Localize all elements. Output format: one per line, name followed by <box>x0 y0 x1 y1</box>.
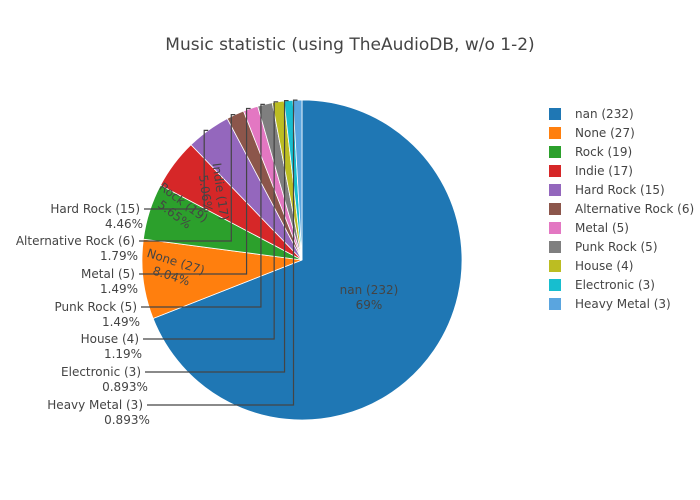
legend: nan (232) None (27) Rock (19) Indie (17) Har… <box>549 107 694 311</box>
pie-slices <box>141 99 463 421</box>
legend-swatch <box>549 203 561 215</box>
slice-leader-line-metal <box>139 107 251 275</box>
legend-label: Rock (19) <box>575 145 632 159</box>
slice-label-house: House (4) <box>81 332 139 346</box>
legend-label: Heavy Metal (3) <box>575 297 671 311</box>
slice-percent-heavy-metal: 0.893% <box>104 413 150 427</box>
chart-title: Music statistic (using TheAudioDB, w/o 1… <box>165 35 534 55</box>
slice-percent-hard-rock: 4.46% <box>105 217 143 231</box>
slice-percent-metal: 1.49% <box>100 282 138 296</box>
legend-item-indie[interactable]: Indie (17) <box>549 164 633 178</box>
slice-label-hard-rock: Hard Rock (15) <box>50 202 140 216</box>
legend-item-none[interactable]: None (27) <box>549 126 635 140</box>
slice-label-heavy-metal: Heavy Metal (3) <box>47 398 143 412</box>
legend-item-punk-rock[interactable]: Punk Rock (5) <box>549 240 658 254</box>
legend-swatch <box>549 241 561 253</box>
legend-item-rock[interactable]: Rock (19) <box>549 145 632 159</box>
slice-leader-line-electronic <box>145 99 289 373</box>
slice-leader-line-punk-rock <box>141 103 265 308</box>
slice-percent-nan: 69% <box>356 298 383 312</box>
legend-label: House (4) <box>575 259 633 273</box>
slice-label-metal: Metal (5) <box>81 267 135 281</box>
slice-label-alternative-rock: Alternative Rock (6) <box>16 234 135 248</box>
slice-label-punk-rock: Punk Rock (5) <box>55 300 138 314</box>
legend-swatch <box>549 108 561 120</box>
slice-label-nan: nan (232) <box>340 283 399 297</box>
legend-swatch <box>549 279 561 291</box>
slice-percent-indie: 5.06% <box>196 174 215 214</box>
legend-swatch <box>549 298 561 310</box>
slice-leader-line-alternative-rock <box>139 113 236 242</box>
legend-swatch <box>549 222 561 234</box>
slice-leader-line-house <box>143 101 279 340</box>
slice-percent-alternative-rock: 1.79% <box>100 249 138 263</box>
slice-leader-line-hard-rock <box>144 129 209 210</box>
slice-percent-punk-rock: 1.49% <box>102 315 140 329</box>
legend-label: nan (232) <box>575 107 634 121</box>
legend-swatch <box>549 184 561 196</box>
pie-slice-nan[interactable] <box>152 99 463 421</box>
legend-label: Alternative Rock (6) <box>575 202 694 216</box>
legend-label: Metal (5) <box>575 221 629 235</box>
legend-label: Punk Rock (5) <box>575 240 658 254</box>
slice-label-electronic: Electronic (3) <box>61 365 141 379</box>
legend-item-house[interactable]: House (4) <box>549 259 633 273</box>
legend-label: Electronic (3) <box>575 278 655 292</box>
legend-swatch <box>549 165 561 177</box>
legend-label: Hard Rock (15) <box>575 183 665 197</box>
slice-percent-electronic: 0.893% <box>102 380 148 394</box>
legend-swatch <box>549 146 561 158</box>
legend-item-heavy-metal[interactable]: Heavy Metal (3) <box>549 297 671 311</box>
legend-item-electronic[interactable]: Electronic (3) <box>549 278 655 292</box>
legend-item-alternative-rock[interactable]: Alternative Rock (6) <box>549 202 694 216</box>
legend-swatch <box>549 127 561 139</box>
legend-item-nan[interactable]: nan (232) <box>549 107 634 121</box>
slice-leader-line-heavy-metal <box>147 99 298 406</box>
legend-item-metal[interactable]: Metal (5) <box>549 221 629 235</box>
legend-swatch <box>549 260 561 272</box>
slice-percent-house: 1.19% <box>104 347 142 361</box>
legend-item-hard-rock[interactable]: Hard Rock (15) <box>549 183 665 197</box>
legend-label: Indie (17) <box>575 164 633 178</box>
legend-label: None (27) <box>575 126 635 140</box>
